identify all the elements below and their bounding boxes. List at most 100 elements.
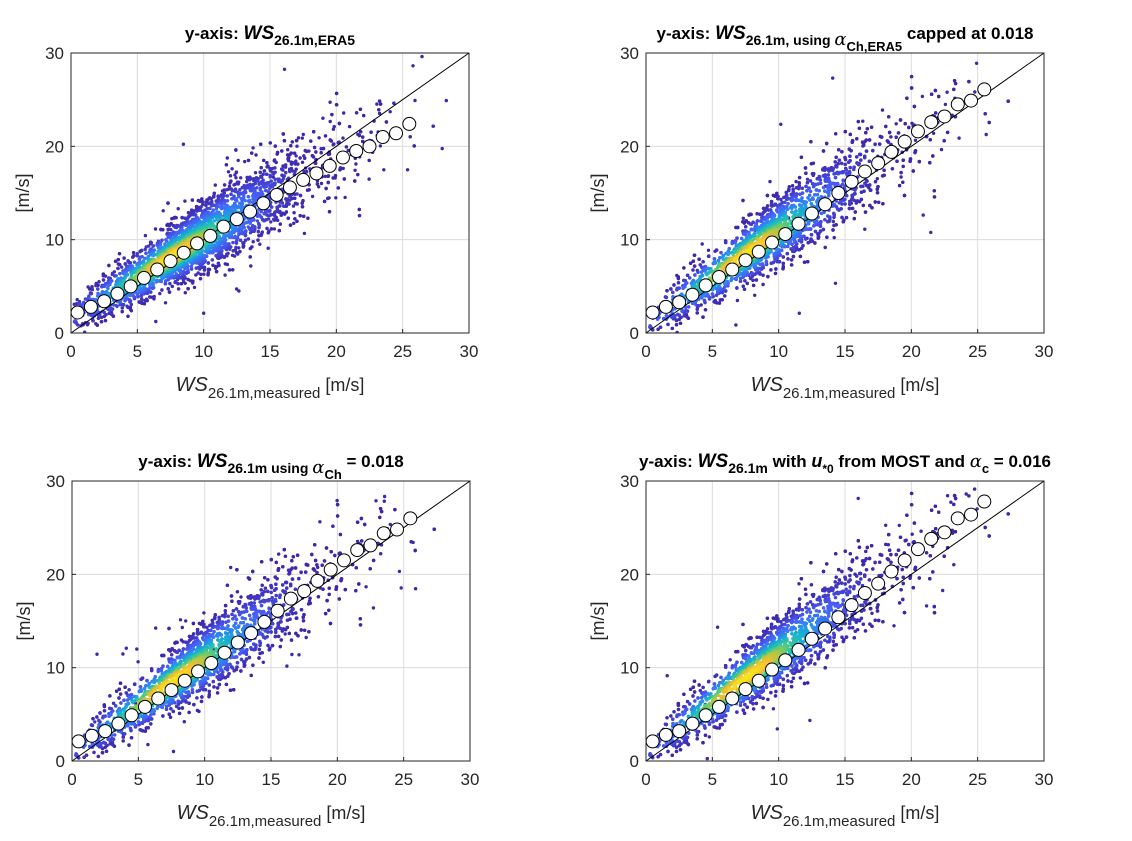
scatter-point <box>213 183 217 187</box>
scatter-point <box>255 219 260 223</box>
scatter-point <box>367 158 371 163</box>
scatter-point <box>153 227 158 231</box>
scatter-point <box>189 264 194 268</box>
scatter-point <box>139 293 144 298</box>
scatter-point <box>234 245 238 250</box>
scatter-point <box>237 289 241 293</box>
scatter-point <box>235 199 239 203</box>
scatter-point <box>222 183 227 187</box>
scatter-point <box>131 250 136 255</box>
scatter-point <box>177 237 182 241</box>
scatter-point <box>237 195 241 199</box>
scatter-point <box>183 291 187 295</box>
scatter-point <box>361 139 365 144</box>
scatter-point <box>388 110 392 114</box>
scatter-point <box>334 103 339 107</box>
scatter-point <box>120 265 124 269</box>
scatter-point <box>229 192 233 196</box>
scatter-point <box>289 162 294 166</box>
scatter-point <box>155 278 159 282</box>
scatter-point <box>336 141 340 145</box>
scatter-point <box>160 238 164 242</box>
scatter-point <box>124 270 128 274</box>
scatter-point <box>312 145 317 150</box>
scatter-point <box>140 255 144 259</box>
scatter-point <box>271 175 275 179</box>
scatter-point <box>129 302 133 307</box>
scatter-point <box>219 207 224 211</box>
scatter-point <box>356 172 360 177</box>
scatter-point <box>234 148 238 152</box>
scatter-point <box>293 201 298 206</box>
scatter-point <box>334 196 338 200</box>
scatter-point <box>99 320 104 324</box>
scatter-point <box>300 205 305 209</box>
scatter-point <box>265 226 269 231</box>
scatter-point <box>265 182 270 186</box>
scatter-point <box>73 319 77 323</box>
scatter-point <box>179 282 184 286</box>
scatter-point <box>330 112 334 117</box>
scatter-point <box>317 136 321 140</box>
scatter-point <box>154 319 158 324</box>
scatter-point <box>303 156 307 160</box>
scatter-point <box>243 159 247 164</box>
scatter-point <box>202 311 206 315</box>
scatter-point <box>222 255 226 259</box>
scatter-point <box>326 196 330 201</box>
scatter-point <box>329 139 334 143</box>
scatter-point <box>234 250 239 255</box>
scatter-point <box>202 272 206 276</box>
scatter-point <box>413 98 417 103</box>
scatter-point <box>185 217 189 221</box>
scatter-point <box>107 263 111 268</box>
scatter-point <box>198 199 202 204</box>
scatter-point <box>236 158 240 163</box>
scatter-point <box>94 283 98 288</box>
scatter-point <box>251 240 255 244</box>
scatter-point <box>265 213 269 217</box>
scatter-point <box>198 208 203 212</box>
scatter-point <box>319 147 323 151</box>
scatter-point <box>171 230 176 235</box>
scatter-point <box>283 165 288 169</box>
scatter-point <box>263 188 268 193</box>
scatter-point <box>123 276 127 280</box>
scatter-point <box>148 286 152 290</box>
scatter-point <box>259 166 263 170</box>
scatter-point <box>228 181 232 185</box>
scatter-point <box>248 255 252 259</box>
scatter-point <box>226 251 230 256</box>
scatter-point <box>291 204 296 208</box>
scatter-point <box>214 269 219 274</box>
scatter-point <box>122 256 126 260</box>
scatter-point <box>347 124 352 129</box>
scatter-point <box>222 233 226 237</box>
scatter-point <box>275 152 279 156</box>
scatter-point <box>206 271 210 275</box>
scatter-point <box>378 144 383 148</box>
scatter-point <box>262 158 266 163</box>
scatter-point <box>278 209 282 214</box>
scatter-point <box>331 176 335 180</box>
scatter-point <box>362 113 366 118</box>
scatter-point <box>241 241 245 245</box>
scatter-point <box>294 138 299 143</box>
scatter-point <box>240 208 244 213</box>
scatter-point <box>248 200 252 204</box>
scatter-point <box>206 261 210 265</box>
scatter-point <box>260 175 264 180</box>
scatter-point <box>326 180 330 185</box>
scatter-point <box>137 300 141 304</box>
scatter-point <box>222 202 227 206</box>
scatter-point <box>233 182 237 186</box>
scatter-point <box>166 201 170 205</box>
scatter-point <box>268 184 272 188</box>
scatter-point <box>204 203 208 207</box>
scatter-point <box>269 227 274 231</box>
scatter-point <box>266 190 271 194</box>
scatter-point <box>302 170 306 174</box>
scatter-point <box>319 181 324 186</box>
scatter-point <box>231 268 235 272</box>
scatter-point <box>176 207 180 211</box>
